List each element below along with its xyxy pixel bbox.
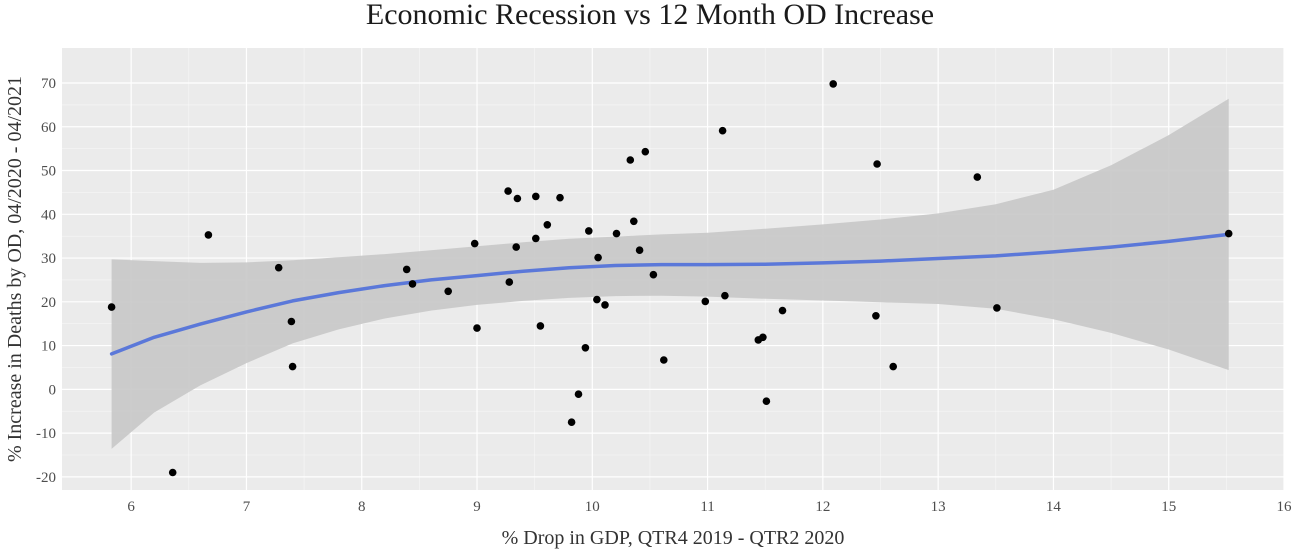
data-point[interactable] bbox=[543, 221, 552, 229]
x-tick-label: 9 bbox=[473, 499, 481, 515]
data-point[interactable] bbox=[532, 192, 540, 201]
confidence-band-layer bbox=[111, 98, 1229, 449]
x-tick-label: 6 bbox=[127, 499, 135, 515]
data-point[interactable] bbox=[993, 304, 1001, 312]
data-point[interactable] bbox=[504, 187, 512, 195]
data-point[interactable] bbox=[204, 231, 213, 239]
x-tick-label: 15 bbox=[1161, 499, 1176, 515]
data-point[interactable] bbox=[721, 291, 729, 300]
data-point[interactable] bbox=[107, 303, 116, 311]
y-tick-labels: -20 -10 0 10 20 30 40 50 60 70 bbox=[36, 76, 56, 486]
data-point[interactable] bbox=[641, 147, 650, 156]
y-tick-label: 30 bbox=[41, 251, 56, 267]
data-point[interactable] bbox=[402, 265, 411, 274]
x-tick-label: 13 bbox=[931, 499, 946, 515]
data-point[interactable] bbox=[660, 356, 668, 364]
data-point[interactable] bbox=[532, 234, 540, 243]
data-point[interactable] bbox=[872, 312, 880, 320]
x-tick-label: 10 bbox=[585, 499, 600, 515]
data-point[interactable] bbox=[274, 263, 283, 272]
y-tick-label: 70 bbox=[41, 76, 56, 92]
smooth-line-layer bbox=[109, 232, 1231, 356]
data-point[interactable] bbox=[585, 227, 593, 235]
x-tick-label: 14 bbox=[1046, 499, 1062, 515]
data-point[interactable] bbox=[512, 243, 520, 251]
y-tick-label: -20 bbox=[36, 470, 56, 486]
data-point[interactable] bbox=[718, 126, 727, 135]
data-point[interactable] bbox=[470, 239, 479, 248]
x-tick-label: 11 bbox=[700, 499, 714, 515]
data-point[interactable] bbox=[1224, 229, 1233, 238]
y-tick-label: 50 bbox=[41, 164, 56, 180]
data-point[interactable] bbox=[635, 246, 644, 254]
data-point[interactable] bbox=[762, 397, 771, 406]
data-point[interactable] bbox=[444, 287, 453, 296]
x-tick-label: 12 bbox=[815, 499, 830, 515]
data-point[interactable] bbox=[513, 194, 522, 203]
y-tick-label: -10 bbox=[36, 426, 56, 442]
x-tick-labels: 6 7 8 9 10 11 12 13 14 15 16 bbox=[127, 499, 1292, 515]
data-point[interactable] bbox=[601, 301, 609, 309]
y-tick-label: 60 bbox=[41, 120, 56, 136]
data-point[interactable] bbox=[973, 173, 982, 181]
data-point[interactable] bbox=[574, 390, 583, 399]
data-point[interactable] bbox=[473, 324, 481, 332]
data-point[interactable] bbox=[593, 295, 601, 304]
data-point[interactable] bbox=[889, 362, 897, 371]
data-point[interactable] bbox=[873, 160, 881, 168]
confidence-band bbox=[111, 98, 1229, 449]
data-point[interactable] bbox=[536, 322, 545, 330]
data-point[interactable] bbox=[778, 306, 787, 315]
data-point[interactable] bbox=[701, 297, 710, 306]
data-point[interactable] bbox=[168, 468, 177, 477]
y-axis-title: % Increase in Deaths by OD, 04/2020 - 04… bbox=[4, 76, 26, 462]
data-point[interactable] bbox=[612, 229, 621, 238]
data-point[interactable] bbox=[829, 80, 837, 88]
data-point[interactable] bbox=[408, 280, 417, 288]
data-point[interactable] bbox=[594, 253, 602, 262]
data-point[interactable] bbox=[288, 362, 297, 371]
x-axis-title: % Drop in GDP, QTR4 2019 - QTR2 2020 bbox=[502, 527, 845, 549]
data-point[interactable] bbox=[505, 278, 514, 286]
x-tick-label: 8 bbox=[358, 499, 366, 515]
data-point[interactable] bbox=[759, 333, 767, 342]
data-point[interactable] bbox=[626, 156, 635, 164]
data-point[interactable] bbox=[581, 344, 590, 352]
data-point[interactable] bbox=[649, 270, 658, 279]
data-point[interactable] bbox=[287, 317, 296, 326]
data-points-layer bbox=[107, 80, 1233, 477]
chart-title: Economic Recession vs 12 Month OD Increa… bbox=[366, 0, 934, 31]
data-point[interactable] bbox=[567, 418, 576, 427]
x-tick-label: 7 bbox=[243, 499, 251, 515]
data-point[interactable] bbox=[630, 217, 638, 226]
y-tick-label: 40 bbox=[41, 207, 56, 223]
y-tick-label: 20 bbox=[41, 295, 56, 311]
data-point[interactable] bbox=[556, 193, 564, 202]
x-tick-label: 16 bbox=[1277, 499, 1293, 515]
smooth-trend-line bbox=[109, 232, 1231, 356]
y-tick-label: 0 bbox=[49, 382, 57, 398]
y-tick-label: 10 bbox=[41, 339, 56, 355]
